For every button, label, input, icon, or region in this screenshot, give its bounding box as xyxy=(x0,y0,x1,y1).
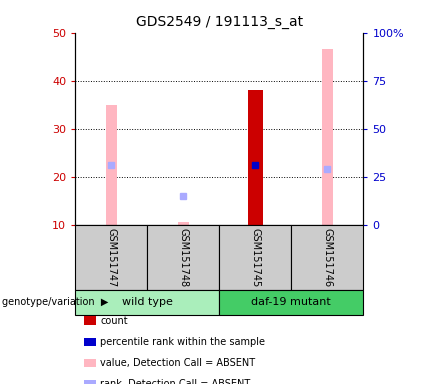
Bar xyxy=(75,290,219,315)
Bar xyxy=(219,290,363,315)
Bar xyxy=(292,225,363,290)
Bar xyxy=(322,50,333,225)
Text: rank, Detection Call = ABSENT: rank, Detection Call = ABSENT xyxy=(100,379,250,384)
Text: GSM151745: GSM151745 xyxy=(250,228,260,287)
Text: count: count xyxy=(100,316,128,326)
Text: wild type: wild type xyxy=(122,297,173,308)
Bar xyxy=(106,105,117,225)
Bar xyxy=(178,222,189,225)
Text: percentile rank within the sample: percentile rank within the sample xyxy=(100,337,265,347)
Bar xyxy=(75,225,147,290)
Text: value, Detection Call = ABSENT: value, Detection Call = ABSENT xyxy=(100,358,255,368)
Text: genotype/variation  ▶: genotype/variation ▶ xyxy=(2,297,108,308)
Bar xyxy=(248,90,262,225)
Text: GSM151746: GSM151746 xyxy=(322,228,332,287)
Text: daf-19 mutant: daf-19 mutant xyxy=(252,297,331,308)
Bar xyxy=(147,225,219,290)
Text: GSM151748: GSM151748 xyxy=(178,228,188,287)
Text: GSM151747: GSM151747 xyxy=(106,228,116,287)
Bar xyxy=(219,225,292,290)
Title: GDS2549 / 191113_s_at: GDS2549 / 191113_s_at xyxy=(136,15,303,29)
